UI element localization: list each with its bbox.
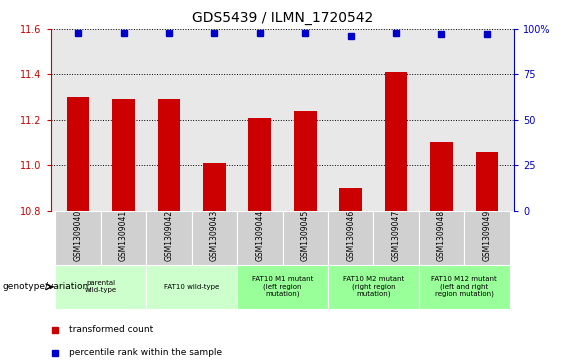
Text: GSM1309047: GSM1309047: [392, 209, 401, 261]
Bar: [146, 265, 237, 309]
Bar: [430, 143, 453, 211]
Text: FAT10 M1 mutant
(left region
mutation): FAT10 M1 mutant (left region mutation): [252, 276, 313, 297]
Bar: [55, 211, 101, 265]
Bar: [67, 97, 89, 211]
Text: FAT10 wild-type: FAT10 wild-type: [164, 284, 219, 290]
Bar: [419, 265, 510, 309]
Text: GSM1309045: GSM1309045: [301, 209, 310, 261]
Bar: [373, 211, 419, 265]
Bar: [192, 211, 237, 265]
Text: percentile rank within the sample: percentile rank within the sample: [69, 348, 223, 357]
Text: GSM1309040: GSM1309040: [73, 209, 82, 261]
Bar: [294, 111, 316, 211]
Bar: [158, 99, 180, 211]
Text: FAT10 M12 mutant
(left and right
region mutation): FAT10 M12 mutant (left and right region …: [431, 276, 497, 297]
Bar: [203, 163, 226, 211]
Bar: [339, 188, 362, 211]
Bar: [112, 99, 135, 211]
Bar: [464, 211, 510, 265]
Bar: [101, 211, 146, 265]
Text: GSM1309044: GSM1309044: [255, 209, 264, 261]
Bar: [237, 211, 282, 265]
Bar: [328, 265, 419, 309]
Text: GSM1309048: GSM1309048: [437, 209, 446, 261]
Bar: [419, 211, 464, 265]
Text: parental
wild-type: parental wild-type: [85, 280, 117, 293]
Bar: [328, 211, 373, 265]
Bar: [249, 118, 271, 211]
Text: GSM1309046: GSM1309046: [346, 209, 355, 261]
Bar: [55, 265, 146, 309]
Text: GSM1309049: GSM1309049: [483, 209, 492, 261]
Bar: [282, 211, 328, 265]
Bar: [476, 151, 498, 211]
Bar: [385, 72, 407, 211]
Text: FAT10 M2 mutant
(right region
mutation): FAT10 M2 mutant (right region mutation): [343, 276, 404, 297]
Text: transformed count: transformed count: [69, 326, 154, 334]
Text: GSM1309043: GSM1309043: [210, 209, 219, 261]
Bar: [237, 265, 328, 309]
Text: GSM1309042: GSM1309042: [164, 209, 173, 261]
Text: GSM1309041: GSM1309041: [119, 209, 128, 261]
Text: genotype/variation: genotype/variation: [3, 282, 89, 291]
Bar: [146, 211, 192, 265]
Title: GDS5439 / ILMN_1720542: GDS5439 / ILMN_1720542: [192, 11, 373, 25]
